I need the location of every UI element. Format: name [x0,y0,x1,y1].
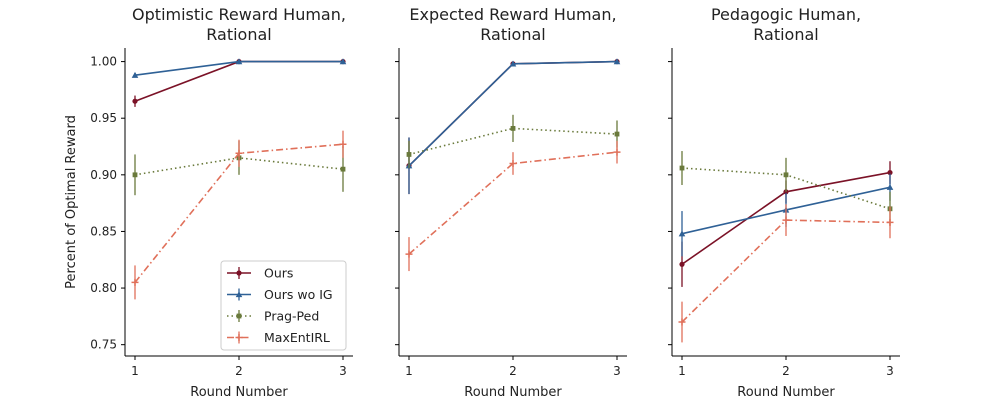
data-point [339,140,347,148]
legend-item: Ours wo IG [227,287,333,302]
panel-title: Optimistic Reward Human, Rational [132,5,346,44]
data-point [678,230,686,237]
series [678,204,894,343]
legend-item: Ours [227,266,293,281]
y-tick-label: 0.95 [90,111,117,125]
legend-label: Prag-Ped [264,309,319,324]
series-line [408,151,618,255]
panel-3: Pedagogic Human, Rational 1 2 3 Round Number [668,5,900,400]
panel-title-line: Pedagogic Human, [711,5,861,24]
panels: Optimistic Reward Human, Rational0.750.80… [64,5,900,400]
data-point [406,152,412,157]
data-point [783,172,789,178]
legend-marker [235,291,243,298]
panel-title-line: Rational [206,25,271,44]
data-point [340,166,346,172]
series [132,58,346,107]
panel-title: Pedagogic Human, Rational [711,5,861,44]
y-tick-label: 0.80 [90,281,117,295]
data-point [510,125,516,131]
legend-marker [236,313,242,319]
panel-title-line: Rational [480,25,545,44]
panel-1: Optimistic Reward Human, Rational 0.75 0.80… [64,5,353,400]
y-tick-label: 0.75 [90,338,117,352]
legend-item: Prag-Ped [227,309,319,324]
y-tick-label: 0.90 [90,168,117,182]
data-point [235,58,243,65]
legend-label: MaxEntIRL [264,330,330,345]
legend-box [220,260,347,351]
data-point [886,218,894,226]
series [131,130,347,300]
data-point [132,172,138,178]
x-tick-label: 2 [782,364,790,378]
data-point [235,149,243,157]
x-tick-label: 3 [613,364,621,378]
data-point [614,131,620,137]
x-tick-label: 1 [678,364,686,378]
panel-title-line: Rational [753,25,818,44]
series [405,140,621,272]
panel-title-line: Expected Reward Human, [409,5,616,24]
data-point [509,60,517,67]
data-point [679,261,685,267]
x-tick-label: 2 [235,364,243,378]
x-tick-label: 3 [339,364,347,378]
data-point [339,58,347,65]
legend-marker [236,270,242,276]
data-point [613,148,621,156]
data-point [782,216,790,224]
panel-title: Expected Reward Human, Rational [409,5,616,44]
data-point [613,58,621,65]
series-line [408,60,618,167]
data-point [131,278,139,286]
data-point [678,318,686,326]
legend-label: Ours [264,266,293,281]
series-line [408,60,618,167]
data-point [131,71,139,78]
series-line [134,60,343,102]
x-axis-label: Round Number [190,385,288,400]
data-point [509,160,517,167]
x-axis-label: Round Number [464,385,562,400]
legend-marker [235,334,243,341]
legend-label: Ours wo IG [264,287,333,302]
panel-title-line: Optimistic Reward Human, [132,5,346,24]
x-tick-label: 1 [405,364,413,378]
y-axis-label: Percent of Optimal Reward [64,115,79,289]
data-point [887,169,893,176]
series [131,58,347,78]
data-point [679,165,685,171]
data-point [886,183,894,190]
x-tick-label: 3 [886,364,894,378]
y-tick-label: 1.00 [90,55,117,69]
y-tick-label: 0.85 [90,224,117,238]
legend: Ours Ours wo IG Prag-Ped MaxEntIRL [220,260,347,351]
x-tick-label: 2 [509,364,517,378]
panel-2: Expected Reward Human, Rational 1 2 3 Round N… [395,5,627,400]
data-point [132,98,138,104]
legend-item: MaxEntIRL [227,330,330,345]
x-axis-label: Round Number [737,385,835,400]
data-point [405,250,413,258]
series-line [408,127,618,156]
x-tick-label: 1 [131,364,139,378]
series [406,114,620,169]
